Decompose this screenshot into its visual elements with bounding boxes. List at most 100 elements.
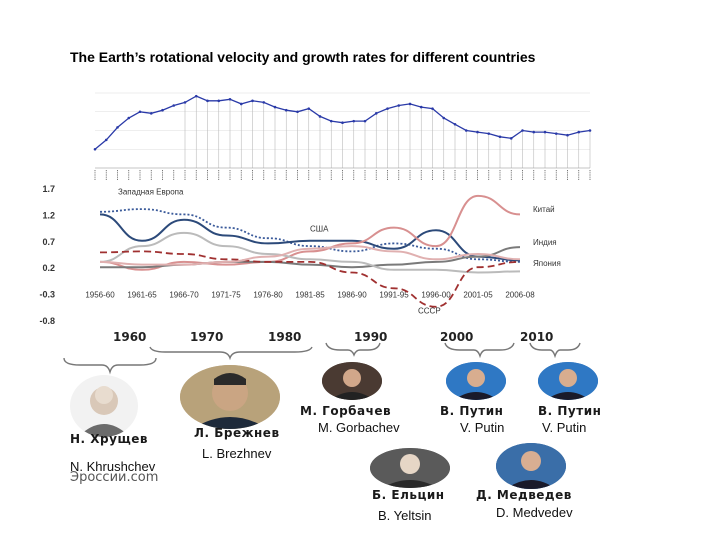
velocity-point xyxy=(431,107,434,110)
putin-portrait-1 xyxy=(446,362,506,400)
series-line xyxy=(99,208,521,263)
velocity-point xyxy=(172,104,176,107)
rotation-velocity-chart xyxy=(93,92,592,180)
velocity-point xyxy=(521,129,524,132)
year-label: 1980 xyxy=(268,330,302,344)
velocity-point xyxy=(161,108,164,112)
putin-portrait-2 xyxy=(538,362,598,400)
velocity-point xyxy=(206,99,209,103)
velocity-point xyxy=(116,126,119,129)
bracket xyxy=(63,357,157,375)
velocity-point xyxy=(296,110,299,114)
velocity-point xyxy=(93,147,97,151)
leader-name-en: M. Gorbachev xyxy=(318,420,400,435)
year-label: 1960 xyxy=(113,330,147,344)
velocity-point xyxy=(104,138,108,142)
y-tick-label: 0.2 xyxy=(42,263,55,273)
year-label: 1990 xyxy=(354,330,388,344)
leader-name-en: B. Yeltsin xyxy=(378,508,432,523)
medvedev-portrait xyxy=(496,443,566,489)
velocity-point xyxy=(588,129,592,132)
velocity-point xyxy=(408,102,412,106)
leader-name-ru: Д. Медведев xyxy=(476,488,572,502)
velocity-point xyxy=(453,122,457,126)
leader-name-en: N. Khrushchev xyxy=(70,459,156,474)
velocity-point xyxy=(228,97,232,101)
velocity-point xyxy=(127,116,131,120)
velocity-point xyxy=(487,132,491,135)
velocity-point xyxy=(284,108,288,112)
x-tick-label: 1966-70 xyxy=(169,291,199,300)
velocity-point xyxy=(363,119,367,123)
velocity-point xyxy=(341,121,344,124)
brezhnev-portrait xyxy=(180,365,280,429)
series-label: Китай xyxy=(533,205,555,214)
velocity-point xyxy=(273,105,277,109)
velocity-point xyxy=(239,102,243,106)
velocity-point xyxy=(566,133,569,137)
series-line xyxy=(99,194,521,271)
bracket xyxy=(444,342,515,359)
leader-name-en: D. Medvedev xyxy=(496,505,573,520)
leader-name-ru: Л. Брежнев xyxy=(194,426,280,440)
x-tick-label: 2006-08 xyxy=(505,291,535,300)
bracket xyxy=(325,342,381,357)
velocity-point xyxy=(352,119,356,123)
khrushchev-portrait xyxy=(70,375,138,437)
x-tick-label: 1956-60 xyxy=(85,291,115,300)
velocity-point xyxy=(543,130,547,134)
bracket xyxy=(529,342,581,359)
leader-name-en: L. Brezhnev xyxy=(202,446,272,461)
velocity-point xyxy=(464,129,468,132)
leader-name-ru: Б. Ельцин xyxy=(372,488,445,502)
year-label: 1970 xyxy=(190,330,224,344)
leader-name-ru: Н. Хрущев xyxy=(70,432,148,446)
leader-name-ru: М. Горбачев xyxy=(300,404,392,418)
year-label: 2000 xyxy=(440,330,474,344)
series-line xyxy=(99,245,521,266)
velocity-point xyxy=(149,112,153,115)
slide-title: The Earth’s rotational velocity and grow… xyxy=(70,49,536,65)
y-tick-label: 0.7 xyxy=(42,237,55,247)
x-tick-label: 1991-95 xyxy=(379,291,409,300)
gorbachev-portrait xyxy=(322,362,382,400)
x-tick-label: 1986-90 xyxy=(337,291,367,300)
velocity-point xyxy=(397,104,401,107)
timeline-brackets xyxy=(63,342,581,375)
series-line xyxy=(99,213,521,262)
year-label: 2010 xyxy=(520,330,554,344)
leader-name-en: V. Putin xyxy=(542,420,587,435)
velocity-point xyxy=(476,130,479,134)
velocity-point xyxy=(262,101,266,104)
x-tick-label: 1996-00 xyxy=(421,291,451,300)
y-tick-label: 1.2 xyxy=(42,210,55,220)
velocity-point xyxy=(374,112,378,115)
bracket xyxy=(149,346,313,361)
velocity-point xyxy=(532,130,536,134)
velocity-point xyxy=(307,107,311,110)
series-label: СССР xyxy=(418,307,441,316)
velocity-point xyxy=(577,130,581,134)
x-tick-label: 1976-80 xyxy=(253,291,283,300)
velocity-point xyxy=(509,137,513,140)
y-tick-label: -0.8 xyxy=(39,316,55,326)
leader-name-ru: В. Путин xyxy=(538,404,602,418)
velocity-point xyxy=(498,135,502,139)
series-label: Индия xyxy=(533,238,557,247)
velocity-point xyxy=(386,107,389,110)
velocity-point xyxy=(318,115,322,118)
velocity-point xyxy=(329,119,333,123)
y-tick-label: 1.7 xyxy=(42,184,55,194)
velocity-point xyxy=(194,94,198,98)
watermark: Эроссии.com xyxy=(70,470,159,485)
series-line xyxy=(99,231,521,274)
yeltsin-portrait xyxy=(370,448,450,488)
leader-name-ru: В. Путин xyxy=(440,404,504,418)
velocity-point xyxy=(442,116,446,120)
y-tick-label: -0.3 xyxy=(39,290,55,300)
velocity-point xyxy=(217,99,221,103)
velocity-point xyxy=(138,110,142,114)
x-tick-label: 1981-85 xyxy=(295,291,325,300)
x-tick-label: 2001-05 xyxy=(463,291,493,300)
series-label: Западная Европа xyxy=(118,187,184,196)
